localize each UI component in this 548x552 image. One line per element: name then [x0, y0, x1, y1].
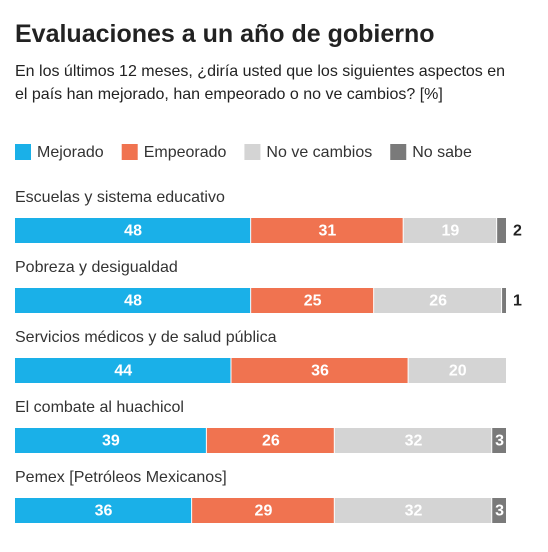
value-label: 3 [495, 503, 504, 520]
bar-segment [403, 218, 497, 243]
value-label: 1 [513, 293, 522, 310]
bar-segment [334, 428, 492, 453]
bar-segment [15, 498, 192, 523]
value-label: 26 [262, 433, 280, 450]
legend-label: No sabe [412, 144, 472, 161]
bar-segment [251, 218, 403, 243]
bar-segment [15, 428, 206, 453]
value-label: 26 [429, 293, 447, 310]
bar-segment [15, 218, 251, 243]
category-label: Pemex [Petróleos Mexicanos] [15, 469, 227, 486]
legend-swatch [390, 144, 407, 160]
value-label: 31 [319, 223, 337, 240]
value-label: 29 [255, 503, 273, 520]
bar-segment [251, 288, 374, 313]
bar-segment [492, 498, 506, 523]
value-label: 48 [124, 293, 142, 310]
legend-swatch [244, 144, 261, 160]
bar-segment [334, 498, 492, 523]
value-label: 44 [114, 363, 132, 380]
value-label: 36 [311, 363, 329, 380]
bar-segment [192, 498, 334, 523]
value-label: 39 [102, 433, 120, 450]
category-label: El combate al huachicol [15, 399, 184, 416]
legend-swatch [15, 144, 31, 160]
value-label: 25 [304, 293, 322, 310]
bar-segment [492, 428, 506, 453]
bar-segment [15, 288, 251, 313]
value-label: 36 [95, 503, 113, 520]
value-label: 20 [449, 363, 467, 380]
value-label: 2 [513, 223, 522, 240]
legend-swatch [121, 144, 138, 160]
category-label: Servicios médicos y de salud pública [15, 329, 277, 346]
value-label: 32 [405, 433, 423, 450]
category-label: Escuelas y sistema educativo [15, 189, 225, 206]
bar-segment [206, 428, 334, 453]
bar-segment [408, 358, 506, 383]
bar-segment [231, 358, 408, 383]
chart-subtitle: En los últimos 12 meses, ¿diría usted qu… [15, 63, 506, 103]
bar-segment [15, 358, 231, 383]
value-label: 32 [405, 503, 423, 520]
bar-segment [374, 288, 502, 313]
value-label: 48 [124, 223, 142, 240]
chart-title: Evaluaciones a un año de gobierno [15, 20, 435, 48]
legend-label: Empeorado [144, 144, 227, 161]
bar-segment [502, 288, 506, 313]
value-label: 19 [442, 223, 460, 240]
bar-segment [497, 218, 506, 243]
category-label: Pobreza y desigualdad [15, 259, 178, 276]
legend-label: No ve cambios [266, 144, 372, 161]
legend-label: Mejorado [37, 144, 104, 161]
value-label: 3 [495, 433, 504, 450]
